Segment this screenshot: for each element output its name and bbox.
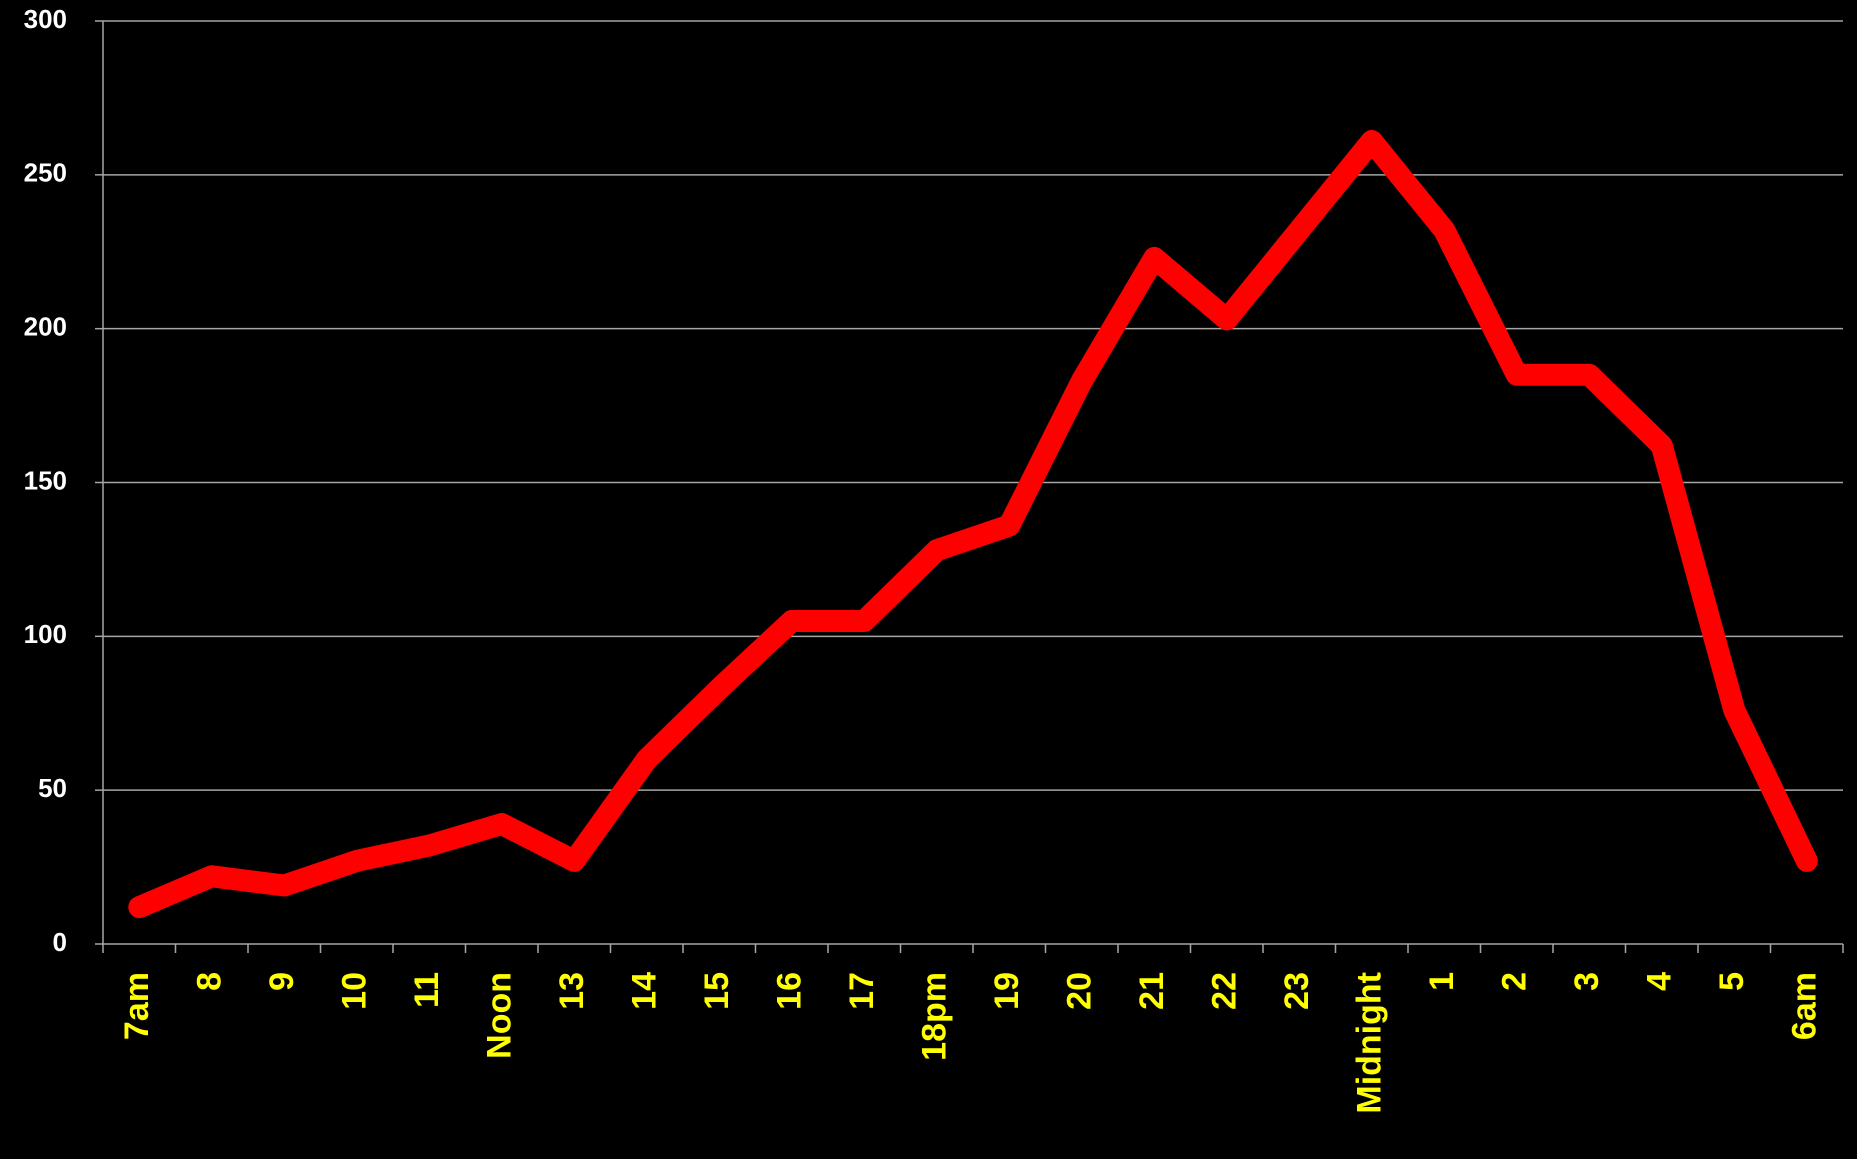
x-tick-label: 4 [1641,972,1679,991]
x-tick-label: 2 [1496,972,1534,991]
data-point [1661,445,1663,447]
data-point [356,860,358,862]
y-tick-label: 150 [24,465,67,495]
x-tick-label: 9 [263,972,301,991]
series-layer [128,130,1818,919]
x-axis-tick-labels: 7am 8 9 10 11 Noon 13 14 15 16 17 18pm 19 20 21 22 23 Mid… [118,972,1824,1114]
series-line-0 [128,130,1818,919]
data-point [138,906,140,908]
x-tick-label: 7am [118,972,156,1040]
data-point [428,845,430,847]
data-point [1516,374,1518,376]
x-tick-label: 17 [843,972,881,1010]
y-tick-label: 100 [24,619,67,649]
x-tick-label: 11 [408,972,446,1008]
data-point [1371,140,1373,142]
y-tick-label: 50 [38,773,67,803]
x-tick-label: 3 [1568,972,1606,991]
x-tick-label: Midnight [1351,972,1389,1114]
y-tick-label: 0 [53,927,67,957]
y-tick-label: 200 [24,312,67,342]
x-tick-label: 10 [336,972,374,1010]
data-point [646,758,648,760]
data-point [1806,860,1808,862]
x-tick-label: 23 [1278,972,1316,1010]
y-tick-label: 250 [24,158,67,188]
x-tick-label: 19 [988,972,1026,1010]
x-tick-label: Noon [481,972,519,1059]
data-point [1008,525,1010,527]
x-tick-label: 8 [191,972,229,991]
data-point [1081,380,1083,382]
x-tick-label: 15 [698,972,736,1010]
x-tick-label: 1 [1423,972,1461,991]
data-point [1298,229,1300,231]
x-tick-label: 22 [1206,972,1244,1010]
x-tick-label: 18pm [916,972,954,1061]
gridlines [103,20,1843,791]
data-point [211,875,213,877]
data-point [1733,709,1735,711]
y-axis-tick-labels: 0 50 100 150 200 250 300 [24,4,67,957]
x-tick-label: 20 [1061,972,1099,1010]
x-tick-label: 5 [1713,972,1751,991]
x-tick-label: 14 [626,972,664,1010]
data-point [501,823,503,825]
data-point [1588,374,1590,376]
x-tick-label: 13 [553,972,591,1010]
data-point [791,620,793,622]
axes [95,20,1844,953]
data-point [1153,257,1155,259]
x-tick-label: 16 [771,972,809,1010]
data-point [1226,318,1228,320]
data-point [283,885,285,887]
data-point [863,620,865,622]
x-tick-label: 21 [1133,972,1171,1010]
data-point [936,549,938,551]
data-point [718,688,720,690]
data-point [573,860,575,862]
data-point [1443,229,1445,231]
y-tick-label: 300 [24,4,67,34]
x-tick-label: 6am [1786,972,1824,1040]
